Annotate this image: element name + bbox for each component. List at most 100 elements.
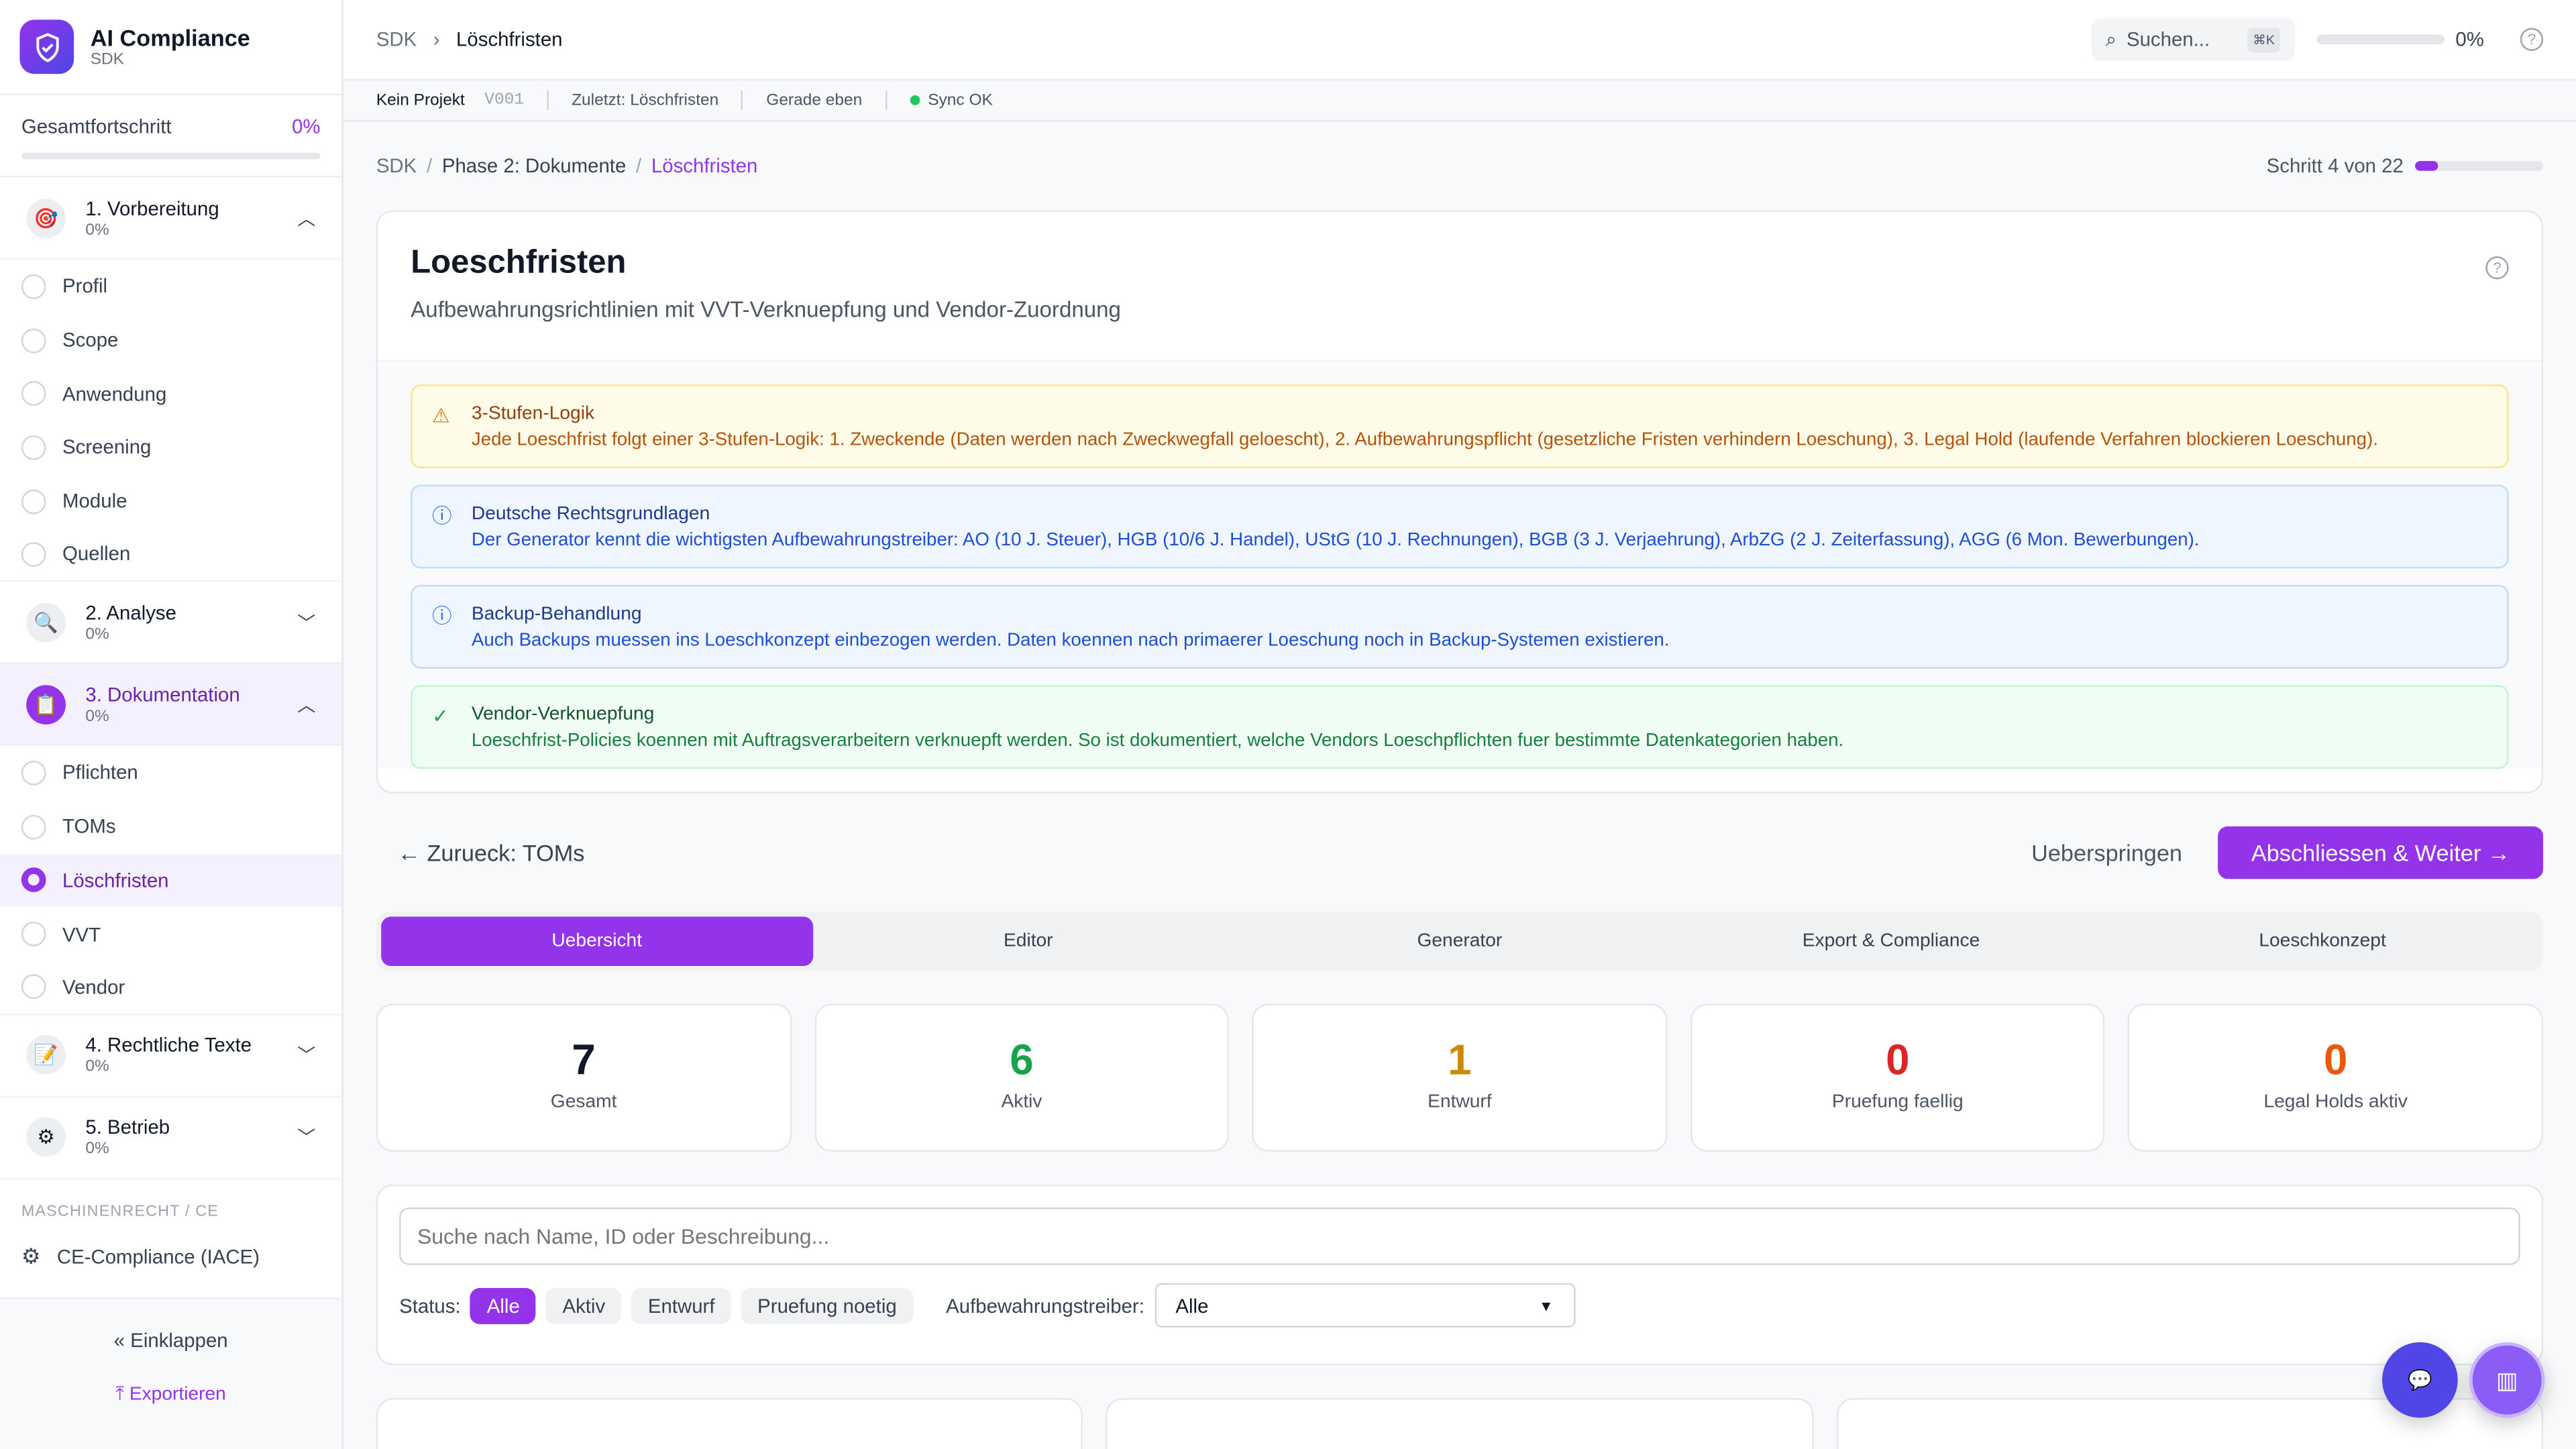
back-button[interactable]: ← Zurueck: TOMs [398,839,585,865]
note-backup: ⓘ Backup-Behandlung Auch Backups muessen i… [411,584,2509,669]
note-3-stufen: ⚠ 3-Stufen-Logik Jede Loeschfrist folgt ei… [411,384,2509,468]
intro-card: Loeschfristen Aufbewahrungsrichtlinien m… [376,210,2544,794]
phase-pct: 0% [85,221,109,239]
sidebar-item-module[interactable]: Module [0,474,341,528]
sidebar-item-quellen[interactable]: Quellen [0,528,342,582]
collapse-button[interactable]: « Einklappen [0,1329,341,1352]
last-saved: Gerade eben [766,91,863,109]
radio-selected-icon [21,867,46,893]
circle-icon [21,760,46,786]
info-icon: ⓘ [432,604,452,628]
sidebar-item-screening[interactable]: Screening [0,421,341,474]
item-label: Anwendung [62,382,167,406]
phase-pct: 0% [85,707,109,726]
policy-card[interactable] [376,1398,1083,1449]
sidebar-item-vvt[interactable]: VVT [0,907,341,961]
header-crumb-root[interactable]: SDK [376,28,417,51]
back-label: Zurueck: TOMs [427,839,585,866]
status-bar: Kein Projekt V001 Zuletzt: Löschfristen … [343,80,2576,122]
phase-pct: 0% [85,1058,109,1077]
tab-uebersicht[interactable]: Uebersicht [381,916,813,967]
phase-pct: 0% [85,625,109,644]
phase-label: 4. Rechtliche Texte [85,1033,252,1057]
phase-betrieb[interactable]: ⚙ 5. Betrieb 0% ﹀ [0,1097,342,1179]
note-title: Deutsche Rechtsgrundlagen [471,504,710,525]
header-progress-bar [2316,34,2445,45]
filter-chip-pruefung[interactable]: Pruefung noetig [741,1287,914,1324]
sidebar-item-scope[interactable]: Scope [0,313,341,367]
sync-status: Sync OK [910,91,993,109]
stat-label: Gesamt [550,1092,617,1112]
phase-label: 3. Dokumentation [85,682,240,706]
tab-generator[interactable]: Generator [1417,931,1503,951]
tab-bar: Uebersicht Editor Generator Export & Com… [376,912,2544,971]
sidebar-item-pflichten[interactable]: Pflichten [0,746,341,800]
tab-loeschkonzept[interactable]: Loeschkonzept [2259,931,2386,951]
clipboard-icon: 📋 [26,684,66,724]
chevron-down-icon: ﹀ [297,1046,316,1067]
sidebar-item-vendor[interactable]: Vendor [0,961,342,1015]
chip-icon: ⚙ [21,1243,41,1269]
top-header: SDK › Löschfristen ⌕ Suchen... ⌘K 0% ? [343,0,2576,81]
stat-value: 6 [1010,1034,1034,1085]
collapse-label: Einklappen [130,1329,228,1352]
crumb-sdk[interactable]: SDK [376,154,417,178]
app-logo[interactable]: AI Compliance SDK [0,0,342,96]
step-navigation: ← Zurueck: TOMs Ueberspringen Abschliess… [376,794,2544,912]
version: V001 [484,91,525,109]
tab-editor[interactable]: Editor [1003,931,1053,951]
warning-icon: ⚠ [432,404,450,427]
filter-chip-alle[interactable]: Alle [470,1287,537,1324]
phase-dokumentation[interactable]: 📋 3. Dokumentation 0% ︿ [0,663,342,747]
columns-icon: ▥ [2496,1366,2518,1393]
status-dot-icon [910,94,920,105]
status-label: Status: [399,1293,461,1317]
phase-vorbereitung[interactable]: 🎯 1. Vorbereitung 0% ︿ [0,177,342,260]
panel-button[interactable]: ▥ [2469,1342,2545,1418]
target-icon: 🎯 [26,198,66,237]
item-label: Vendor [62,975,125,999]
sidebar-item-ce-compliance[interactable]: ⚙ CE-Compliance (IACE) [0,1230,341,1283]
step-progress-bar [2415,161,2544,171]
stats-row: 7 Gesamt 6 Aktiv 1 Entwurf 0 Pruefung faelli… [376,1004,2543,1152]
skip-button[interactable]: Ueberspringen [2031,839,2182,866]
driver-select[interactable]: Alle ▼ [1154,1283,1575,1328]
last-visited: Zuletzt: Löschfristen [572,91,719,109]
page-subtitle: Aufbewahrungsrichtlinien mit VVT-Verknue… [411,297,1121,323]
crumb-phase[interactable]: Phase 2: Dokumente [441,154,627,178]
filter-chip-aktiv[interactable]: Aktiv [545,1287,622,1324]
item-label: Pflichten [62,761,138,785]
note-title: Backup-Behandlung [471,604,642,625]
chat-button[interactable]: 💬 [2382,1342,2458,1418]
note-title: Vendor-Verknuepfung [471,704,655,725]
double-chevron-left-icon: « [113,1329,125,1352]
tab-export[interactable]: Export & Compliance [1802,931,1980,951]
export-button[interactable]: ⤒ Exportieren [0,1385,341,1407]
phase-analyse[interactable]: 🔍 2. Analyse 0% ﹀ [0,582,342,664]
search-button[interactable]: ⌕ Suchen... ⌘K [2090,17,2295,61]
phase-rechtliche-texte[interactable]: 📝 4. Rechtliche Texte 0% ﹀ [0,1014,342,1097]
stat-value: 7 [572,1034,596,1085]
next-button[interactable]: Abschliessen & Weiter → [2218,826,2544,879]
header-crumb-current: Löschfristen [456,28,563,51]
help-icon[interactable]: ? [2485,256,2509,280]
item-label: Screening [62,435,152,460]
filter-chip-entwurf[interactable]: Entwurf [631,1287,731,1324]
help-icon[interactable]: ? [2520,28,2544,51]
sidebar-item-profil[interactable]: Profil [0,260,341,313]
item-label: Module [62,490,127,513]
stat-aktiv: 6 Aktiv [814,1004,1230,1152]
arrow-left-icon: ← [397,839,421,866]
note-text: Loeschfrist-Policies koennen mit Auftrag… [471,731,1844,751]
sidebar-item-toms[interactable]: TOMs [0,800,341,853]
progress-value: 0% [292,115,321,138]
search-input[interactable] [399,1208,2520,1265]
phase-label: 1. Vorbereitung [85,196,219,219]
note-text: Jede Loeschfrist folgt einer 3-Stufen-Lo… [471,430,2378,451]
stat-label: Pruefung faellig [1831,1092,1964,1112]
app-subtitle: SDK [90,50,125,69]
policy-card[interactable] [1106,1398,1813,1449]
sidebar-item-loeschfristen[interactable]: Löschfristen [0,853,342,908]
shield-check-icon [19,19,74,74]
sidebar-item-anwendung[interactable]: Anwendung [0,367,341,421]
